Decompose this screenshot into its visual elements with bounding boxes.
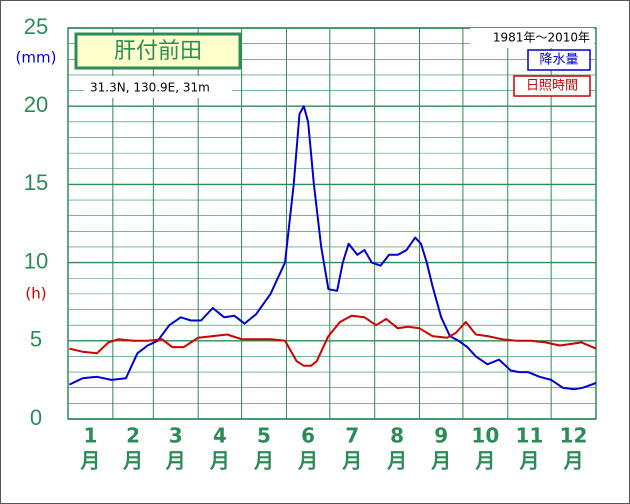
y-tick-label: 5: [30, 327, 42, 352]
legend-label: 降水量: [539, 53, 578, 68]
legend-box: [513, 75, 591, 97]
x-tick-unit: 月: [563, 449, 584, 473]
legend-box: [527, 49, 591, 71]
x-tick-label: 6: [301, 424, 315, 448]
x-tick-unit: 月: [297, 449, 318, 473]
title-box: [74, 32, 242, 70]
x-tick-unit: 月: [165, 449, 186, 473]
series-line: [68, 105, 597, 391]
period-bg: [470, 28, 594, 48]
x-tick-label: 2: [126, 424, 140, 448]
y-tick-label: 20: [24, 92, 48, 117]
x-tick-label: 7: [345, 424, 359, 448]
subtitle: 31.3N, 130.9E, 31m: [90, 81, 210, 95]
x-tick-unit: 月: [474, 449, 495, 473]
x-tick-label: 12: [560, 424, 588, 448]
x-tick-label: 4: [213, 424, 227, 448]
series-line: [69, 314, 597, 367]
x-tick-unit: 月: [253, 449, 274, 473]
x-tick-label: 9: [434, 424, 448, 448]
x-tick-label: 8: [390, 424, 404, 448]
x-tick-label: 3: [169, 424, 183, 448]
x-tick-label: 1: [83, 424, 97, 448]
subtitle-bg: [84, 76, 232, 98]
x-tick-label: 10: [471, 424, 499, 448]
y-tick-label: 15: [24, 170, 48, 195]
x-tick-unit: 月: [430, 449, 451, 473]
x-tick-label: 5: [257, 424, 271, 448]
x-tick-unit: 月: [341, 449, 362, 473]
legend-label: 日照時間: [526, 79, 578, 94]
y-unit-left: (mm): [16, 49, 57, 67]
x-tick-unit: 月: [79, 449, 100, 473]
y-tick-label: 0: [30, 405, 42, 430]
x-tick-unit: 月: [386, 449, 407, 473]
chart-title: 肝付前田: [114, 39, 202, 64]
period: 1981年〜2010年: [493, 31, 590, 45]
plot-border: [67, 27, 597, 420]
x-tick-unit: 月: [209, 449, 230, 473]
y-tick-label: 10: [24, 248, 48, 273]
x-tick-unit: 月: [518, 449, 539, 473]
x-tick-label: 11: [516, 424, 544, 448]
y-tick-label: 25: [24, 14, 48, 39]
x-tick-unit: 月: [122, 449, 143, 473]
y-unit-right: (h): [25, 285, 46, 303]
